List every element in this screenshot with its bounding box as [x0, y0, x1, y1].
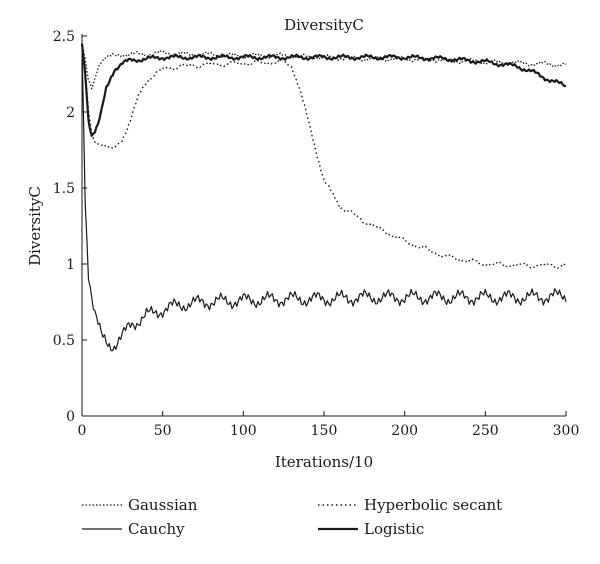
y-axis-title: DiversityC: [26, 186, 44, 266]
y-tick-label: 2: [66, 105, 75, 121]
x-axis-title: Iterations/10: [275, 453, 373, 471]
axes: 0 50 100 150 200 250 300 0 0.5 1 1.5 2 2.5: [53, 29, 580, 439]
x-tick-label: 200: [391, 423, 418, 439]
legend: Gaussian Cauchy Hyperbolic secant Logistic: [82, 496, 502, 538]
legend-label: Hyperbolic secant: [364, 496, 502, 514]
legend-label: Gaussian: [128, 496, 198, 514]
x-tick-label: 0: [78, 423, 87, 439]
chart-title: DiversityC: [284, 16, 364, 34]
plot-series: [80, 43, 567, 352]
y-tick-label: 0: [66, 409, 75, 425]
series-line: [81, 43, 567, 90]
legend-label: Logistic: [364, 520, 424, 538]
y-tick-label: 0.5: [53, 333, 75, 349]
x-tick-label: 50: [154, 423, 172, 439]
x-tick-label: 250: [472, 423, 499, 439]
x-tick-label: 150: [311, 423, 338, 439]
x-tick-label: 300: [553, 423, 580, 439]
legend-label: Cauchy: [128, 520, 185, 538]
series-line: [80, 43, 567, 137]
y-tick-label: 2.5: [53, 29, 75, 45]
series-line: [81, 43, 567, 269]
x-tick-label: 100: [230, 423, 257, 439]
series-line: [81, 43, 567, 352]
y-tick-label: 1: [66, 257, 75, 273]
y-tick-label: 1.5: [53, 181, 75, 197]
